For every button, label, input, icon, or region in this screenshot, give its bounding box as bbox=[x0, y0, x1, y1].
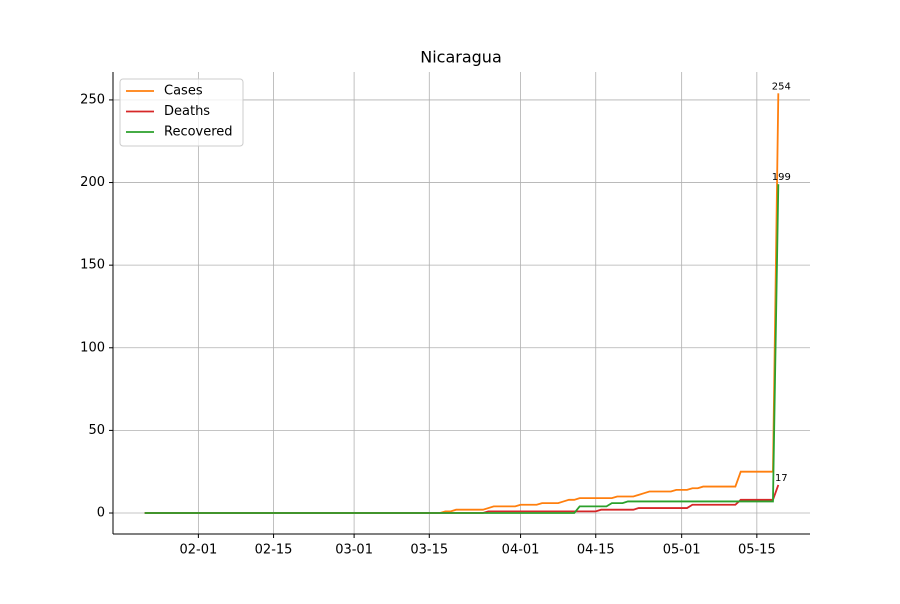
legend-label: Deaths bbox=[164, 104, 210, 119]
y-tick-label: 150 bbox=[80, 258, 105, 273]
x-tick-label: 05-01 bbox=[663, 543, 701, 558]
legend-box bbox=[119, 78, 244, 147]
x-tick-label: 03-01 bbox=[335, 543, 373, 558]
legend-label: Cases bbox=[164, 84, 203, 99]
chart-title: Nicaragua bbox=[420, 48, 502, 67]
x-tick-label: 04-15 bbox=[577, 543, 615, 558]
x-tick-label: 02-01 bbox=[179, 543, 217, 558]
x-tick-label: 02-15 bbox=[255, 543, 293, 558]
series-line bbox=[144, 184, 780, 514]
y-tick-label: 200 bbox=[80, 175, 105, 190]
legend: Cases Deaths Recovered bbox=[119, 78, 244, 147]
series-line bbox=[144, 93, 780, 514]
y-tick-label: 250 bbox=[80, 92, 105, 107]
x-tick-label: 04-01 bbox=[502, 543, 540, 558]
legend-label: Recovered bbox=[164, 125, 233, 140]
y-tick-label: 50 bbox=[88, 423, 105, 438]
y-tick-label: 100 bbox=[80, 340, 105, 355]
y-tick-label: 0 bbox=[97, 506, 105, 521]
value-label: 17 bbox=[775, 473, 788, 484]
value-label: 199 bbox=[772, 172, 791, 183]
x-tick-label: 03-15 bbox=[410, 543, 448, 558]
x-tick-label: 05-15 bbox=[738, 543, 776, 558]
value-label: 254 bbox=[772, 81, 791, 92]
